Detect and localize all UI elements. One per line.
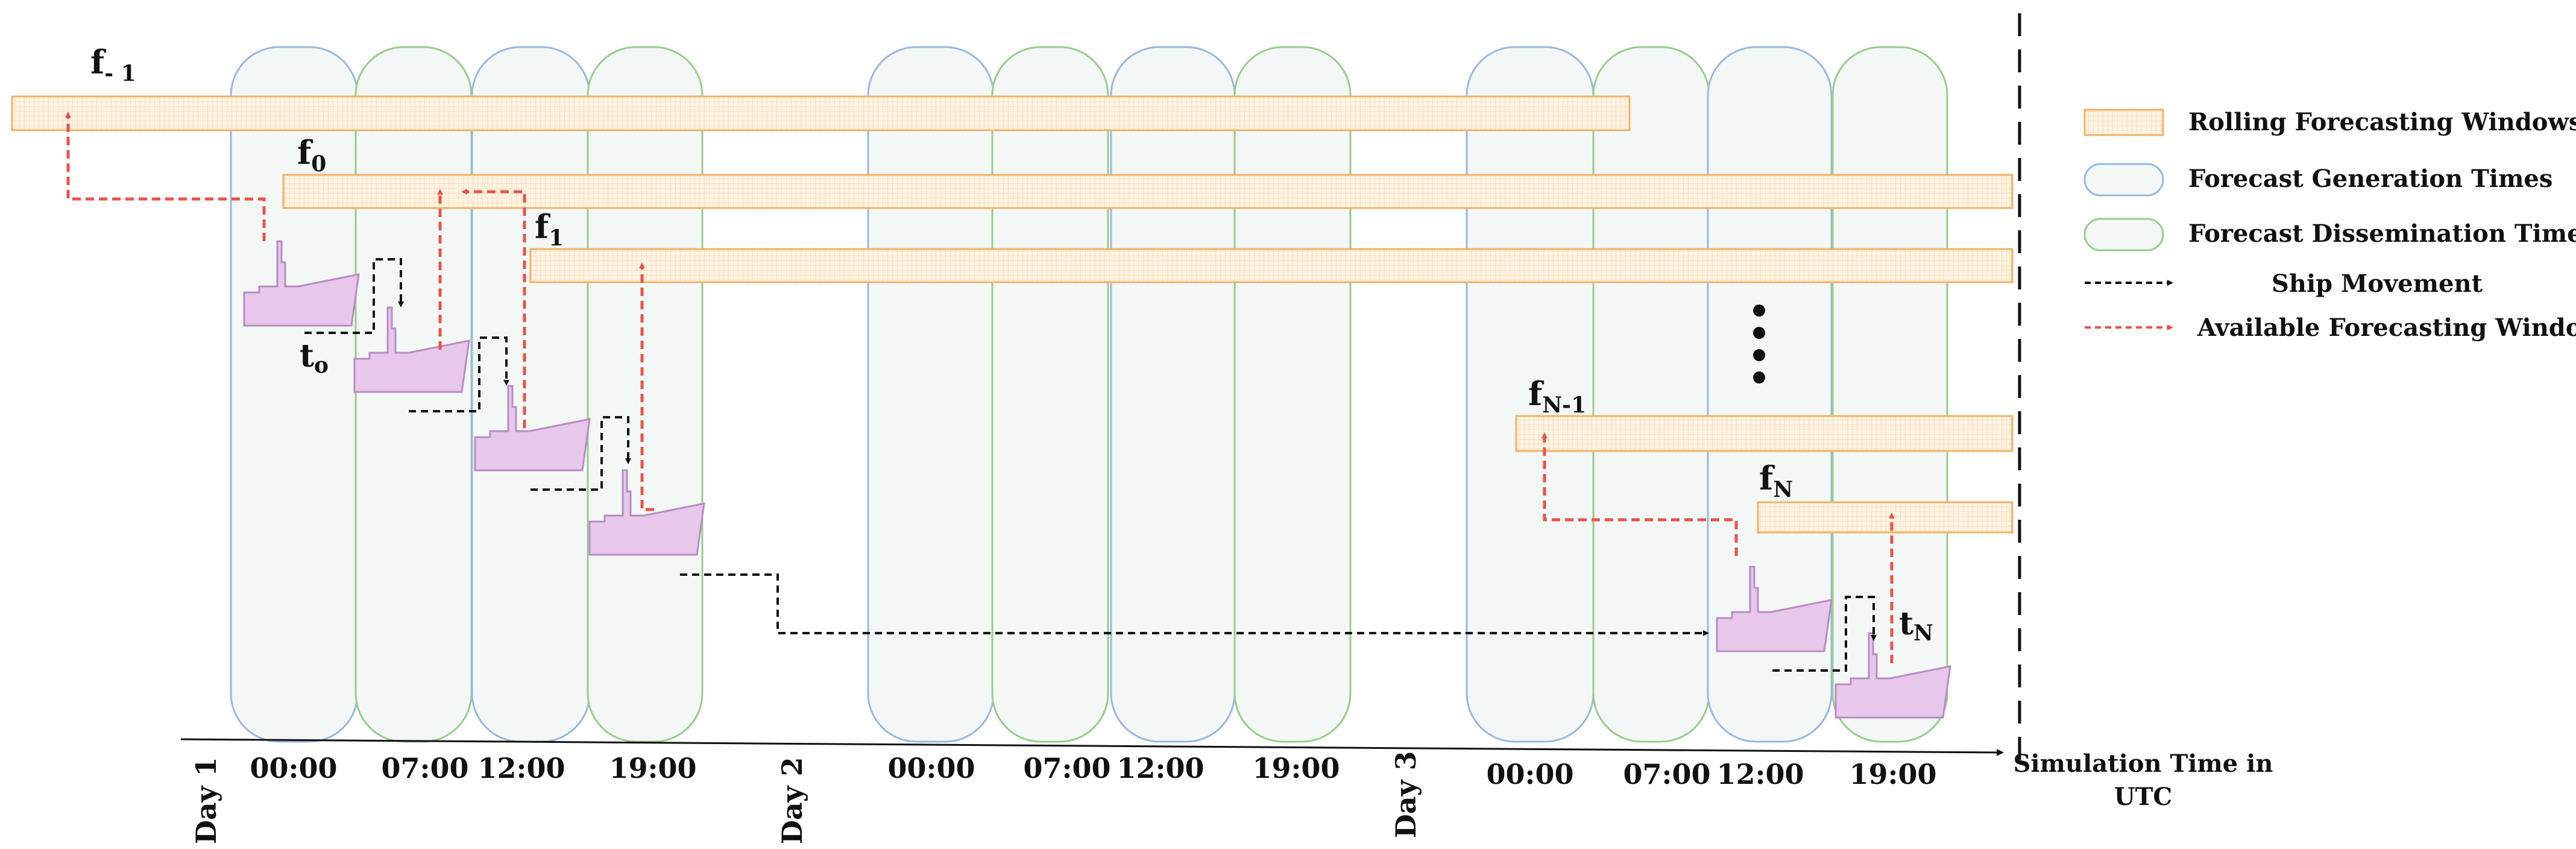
legend-label: Ship Movement bbox=[2272, 270, 2483, 298]
label-f0: f0 bbox=[297, 133, 326, 177]
dissemination-pill-day1-1900 bbox=[587, 46, 704, 743]
axis-label: UTC bbox=[2114, 783, 2172, 811]
time-tick-label: 00:00 bbox=[1486, 758, 1573, 791]
day-label: Day 1 bbox=[190, 757, 222, 844]
time-tick-label: 19:00 bbox=[1849, 758, 1936, 791]
ship-movement-arrow bbox=[680, 573, 1709, 636]
time-tick-label: 07:00 bbox=[1023, 752, 1110, 784]
window-fN-minus1 bbox=[1515, 415, 2014, 452]
forecast-labels: f- 1 f0 f1 fN-1 fN to tN bbox=[90, 43, 1933, 646]
window-fN bbox=[1757, 501, 2014, 534]
vertical-dots-icon bbox=[1753, 305, 1765, 383]
label-t0: to bbox=[300, 338, 329, 378]
time-columns bbox=[230, 46, 1948, 743]
label-f1: f1 bbox=[535, 207, 564, 251]
ship-movement-arrow bbox=[531, 416, 631, 491]
time-tick-label: 12:00 bbox=[477, 752, 565, 784]
legend-label: Available Forecasting Window bbox=[2197, 314, 2576, 342]
legend-swatch-dissemination bbox=[2083, 218, 2164, 251]
time-tick-labels: 00:00 07:00 12:00 19:00 00:00 07:00 12:0… bbox=[250, 752, 1936, 791]
time-tick-label: 00:00 bbox=[250, 752, 337, 784]
ships bbox=[243, 240, 1951, 719]
time-tick-label: 12:00 bbox=[1116, 752, 1204, 784]
ship-icon bbox=[353, 306, 470, 393]
window-f1 bbox=[529, 248, 2014, 283]
time-tick-label: 19:00 bbox=[609, 752, 696, 784]
time-axis bbox=[180, 738, 2004, 756]
ship-movement-arrow bbox=[409, 336, 509, 412]
ship-icon bbox=[243, 240, 360, 327]
available-window-arrow bbox=[65, 112, 266, 241]
label-fN: fN bbox=[1759, 459, 1793, 502]
generation-pill-day2-1200 bbox=[1110, 46, 1236, 743]
ship-movement-arrow bbox=[1772, 596, 1877, 672]
day-label: Day 3 bbox=[1390, 751, 1422, 838]
available-window-arrow bbox=[639, 262, 654, 511]
legend-label: Forecast Dissemination Times bbox=[2188, 219, 2576, 248]
ship-icon bbox=[474, 385, 591, 472]
legend-swatch-rolling-windows bbox=[2083, 109, 2164, 136]
time-tick-label: 07:00 bbox=[1623, 758, 1710, 791]
label-fN-minus1: fN-1 bbox=[1528, 374, 1586, 418]
axis-label: Simulation Time in bbox=[2014, 750, 2273, 778]
legend-swatch-generation bbox=[2083, 163, 2164, 197]
window-f-minus1 bbox=[11, 95, 1631, 131]
generation-pill-day3-1200 bbox=[1707, 46, 1833, 743]
label-f-minus1: f- 1 bbox=[90, 43, 136, 86]
ship-icon bbox=[588, 469, 705, 556]
day-label: Day 2 bbox=[776, 757, 808, 844]
time-tick-label: 00:00 bbox=[887, 752, 975, 784]
time-tick-label: 07:00 bbox=[381, 752, 468, 784]
ship-movement-arrow bbox=[304, 258, 404, 334]
window-f0 bbox=[282, 174, 2014, 209]
time-tick-label: 12:00 bbox=[1716, 758, 1804, 791]
ship-movement-arrows bbox=[304, 258, 1877, 672]
generation-pill-day2-0000 bbox=[867, 46, 995, 743]
legend-label: Forecast Generation Times bbox=[2188, 165, 2552, 193]
generation-pill-day1-0000 bbox=[230, 46, 359, 743]
legend-label: Rolling Forecasting Windows bbox=[2188, 108, 2576, 136]
time-tick-label: 19:00 bbox=[1252, 752, 1340, 784]
rolling-windows bbox=[11, 95, 2014, 534]
dissemination-pill-day3-1900 bbox=[1831, 46, 1948, 743]
label-tN: tN bbox=[1899, 605, 1933, 646]
ship-icon bbox=[1716, 566, 1833, 652]
available-window-arrows bbox=[65, 112, 1895, 663]
ship-icon bbox=[1834, 632, 1951, 719]
dissemination-pill-day1-0700 bbox=[354, 46, 473, 743]
available-window-arrow bbox=[1542, 432, 1738, 556]
generation-pill-day1-1200 bbox=[471, 46, 591, 743]
dissemination-pill-day2-1900 bbox=[1233, 46, 1352, 743]
legend: Rolling Forecasting Windows Forecast Gen… bbox=[2083, 108, 2576, 342]
dissemination-pill-day3-0700 bbox=[1592, 46, 1710, 743]
dissemination-pill-day2-0700 bbox=[991, 46, 1109, 743]
